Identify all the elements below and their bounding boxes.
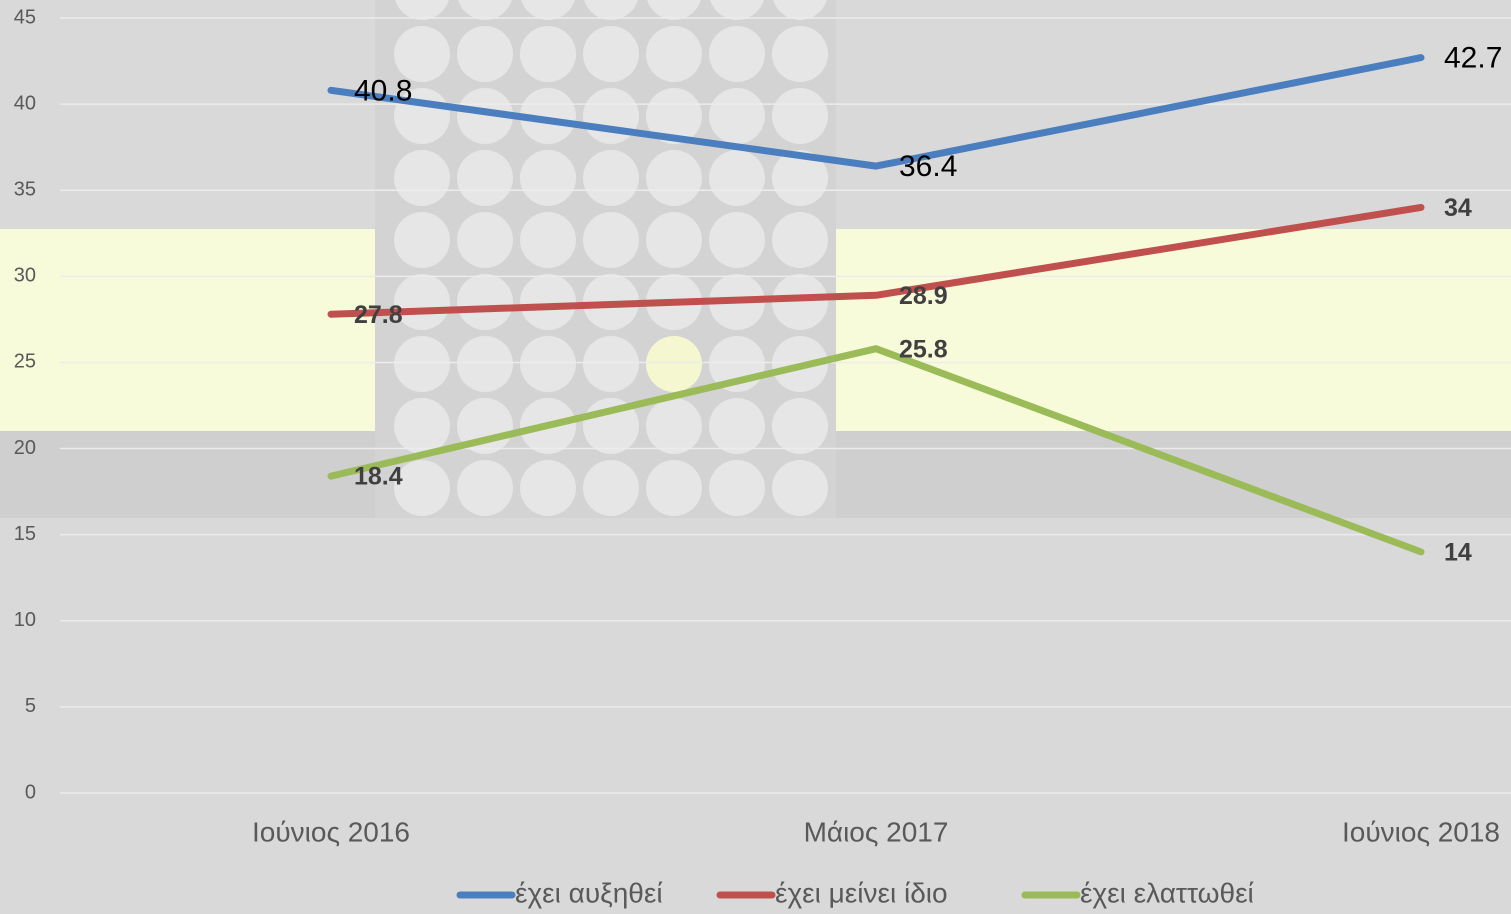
background-dot <box>457 274 513 330</box>
data-label: 18.4 <box>354 463 403 491</box>
background-dot <box>394 336 450 392</box>
y-tick-label: 30 <box>14 265 36 287</box>
background-dot <box>394 150 450 206</box>
background-dot <box>520 150 576 206</box>
background-dot <box>395 0 449 20</box>
background-dot <box>772 212 828 268</box>
background-dot <box>583 460 639 516</box>
background-dot <box>772 26 828 82</box>
background-dot <box>583 88 639 144</box>
background-dot <box>646 88 702 144</box>
background-dot <box>583 150 639 206</box>
series-line <box>327 203 1425 318</box>
legend-label: έχει ελαττωθεί <box>1080 877 1254 908</box>
data-label: 36.4 <box>899 150 957 183</box>
background-dot <box>583 26 639 82</box>
background-dot <box>583 212 639 268</box>
background-dot <box>520 460 576 516</box>
y-tick-label: 35 <box>14 179 36 201</box>
background-dot <box>709 212 765 268</box>
background-dot <box>772 398 828 454</box>
series-line <box>327 345 1425 556</box>
background-dot <box>457 212 513 268</box>
background-dot <box>646 336 702 392</box>
y-tick-label: 40 <box>14 92 36 114</box>
legend-label: έχει μείνει ίδιο <box>775 877 948 908</box>
background-dot <box>521 0 575 20</box>
background-band <box>836 229 1511 431</box>
background-dot <box>772 460 828 516</box>
background-band <box>0 229 375 431</box>
background-dot <box>394 274 450 330</box>
background-dot <box>772 274 828 330</box>
background-dot <box>772 88 828 144</box>
data-label: 42.7 <box>1444 42 1502 75</box>
background-dot <box>646 212 702 268</box>
background-dot <box>520 88 576 144</box>
background-dot <box>394 26 450 82</box>
background-dot <box>457 26 513 82</box>
background-dot <box>520 212 576 268</box>
background-dot <box>584 0 638 20</box>
background-dot <box>394 460 450 516</box>
background-dot <box>709 460 765 516</box>
y-tick-label: 0 <box>25 781 36 803</box>
background-dot <box>394 212 450 268</box>
data-label: 14 <box>1444 538 1472 566</box>
data-label: 34 <box>1444 194 1472 222</box>
y-tick-label: 25 <box>14 351 36 373</box>
data-label: 25.8 <box>899 335 948 363</box>
background-dot <box>709 150 765 206</box>
x-tick-label: Ιούνιος 2016 <box>252 816 410 847</box>
y-tick-label: 10 <box>14 609 36 631</box>
background-dot <box>457 150 513 206</box>
background-dot <box>710 0 764 20</box>
legend-label: έχει αυξηθεί <box>515 877 663 908</box>
x-tick-label: Ιούνιος 2018 <box>1342 816 1500 847</box>
series-line <box>327 54 1425 170</box>
background-dot <box>773 0 827 20</box>
background-dot <box>458 0 512 20</box>
background-dot <box>709 88 765 144</box>
background-dot <box>646 460 702 516</box>
data-label: 27.8 <box>354 301 403 329</box>
x-tick-label: Μάιος 2017 <box>804 816 949 847</box>
y-tick-label: 5 <box>25 695 36 717</box>
background-dot <box>709 398 765 454</box>
y-tick-label: 15 <box>14 523 36 545</box>
data-label: 40.8 <box>354 74 412 107</box>
background-dot <box>646 26 702 82</box>
background-dot <box>646 150 702 206</box>
background-dot <box>457 460 513 516</box>
background-dot <box>394 398 450 454</box>
background-dot <box>457 336 513 392</box>
background-dot <box>709 26 765 82</box>
background-dot <box>457 88 513 144</box>
background-dot <box>520 336 576 392</box>
y-tick-label: 45 <box>14 6 36 28</box>
background-dot <box>646 398 702 454</box>
background-dot <box>520 274 576 330</box>
background-dot <box>520 26 576 82</box>
background-dot <box>583 336 639 392</box>
background-dot <box>647 0 701 20</box>
y-tick-label: 20 <box>14 437 36 459</box>
background-dot <box>772 150 828 206</box>
data-label: 28.9 <box>899 282 948 310</box>
